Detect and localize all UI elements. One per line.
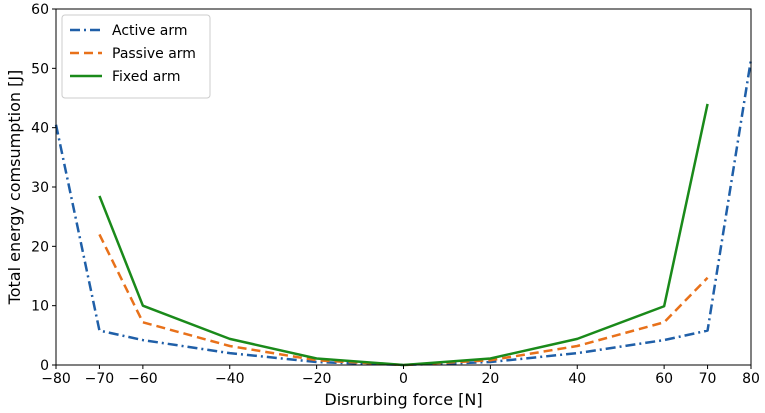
y-tick-label: 60 xyxy=(31,2,49,18)
y-axis-label: Total energy comsumption [J] xyxy=(5,70,24,306)
x-tick-label: 20 xyxy=(481,371,499,387)
x-tick-label: 40 xyxy=(568,371,586,387)
y-axis-ticks: 0 10 20 30 40 50 60 xyxy=(31,2,56,374)
x-tick-label: −80 xyxy=(41,371,71,387)
legend: Active arm Passive arm Fixed arm xyxy=(61,14,211,99)
y-tick-label: 10 xyxy=(31,299,49,315)
x-axis-ticks: −80 −70 −60 −40 −20 0 20 40 60 70 80 xyxy=(41,365,760,387)
x-axis-label: Disrurbing force [N] xyxy=(324,390,482,409)
y-tick-label: 30 xyxy=(31,180,49,196)
legend-label-2: Fixed arm xyxy=(112,69,180,85)
y-tick-label: 40 xyxy=(31,121,49,137)
legend-label-1: Passive arm xyxy=(112,46,196,62)
y-tick-label: 0 xyxy=(40,358,49,374)
x-tick-label: −60 xyxy=(128,371,158,387)
series-line-1 xyxy=(98,233,709,367)
series-line-0 xyxy=(54,59,753,367)
legend-label-0: Active arm xyxy=(112,23,187,39)
x-tick-label: −20 xyxy=(302,371,332,387)
x-tick-label: −40 xyxy=(215,371,245,387)
x-tick-label: 70 xyxy=(699,371,717,387)
x-tick-label: 60 xyxy=(655,371,673,387)
y-tick-label: 50 xyxy=(31,61,49,77)
x-tick-label: −70 xyxy=(85,371,115,387)
y-tick-label: 20 xyxy=(31,239,49,255)
x-tick-label: 0 xyxy=(399,371,408,387)
x-tick-label: 80 xyxy=(742,371,760,387)
